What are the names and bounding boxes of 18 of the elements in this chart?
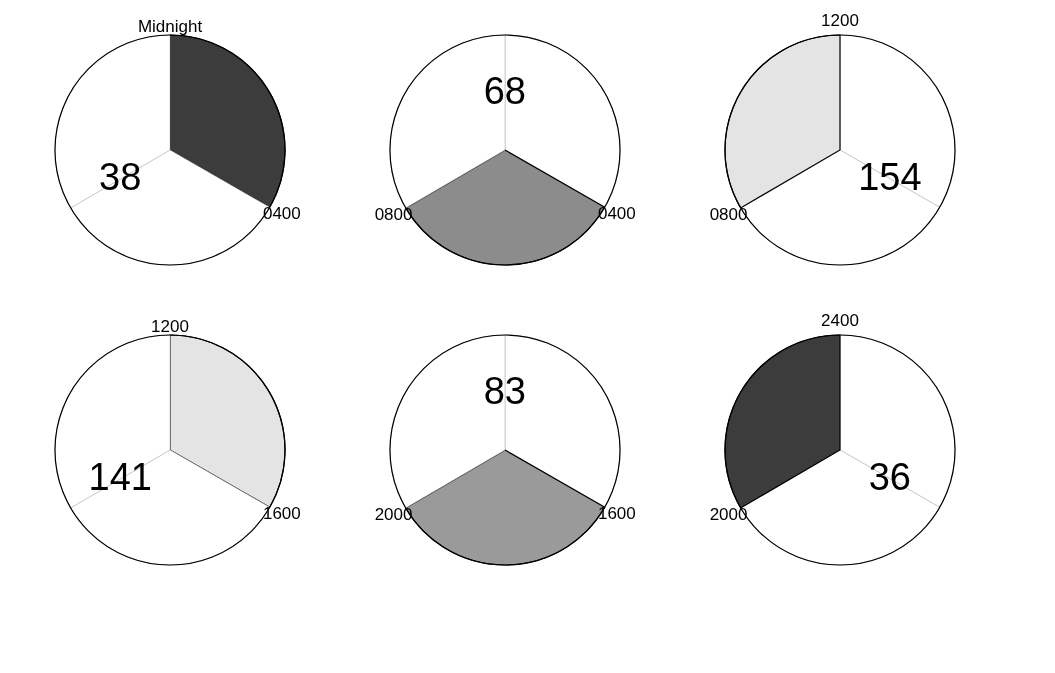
text: 0400 [597,204,636,224]
text: 2400 [821,311,859,330]
text: 141 [88,455,152,498]
text: 1200 [821,11,859,30]
text: 1200 [151,317,189,336]
text: 38 [99,155,142,198]
text: 0400 [262,204,301,224]
text: 36 [868,455,911,498]
text: 68 [483,69,526,112]
text: 2000 [374,504,413,524]
text: Midnight [137,17,203,36]
text: 2000 [709,504,748,524]
text: 154 [858,155,922,198]
text: 1600 [262,504,301,524]
text: 1600 [597,504,636,524]
text: 0800 [709,204,748,224]
text: 0800 [374,204,413,224]
text: 83 [483,369,526,412]
